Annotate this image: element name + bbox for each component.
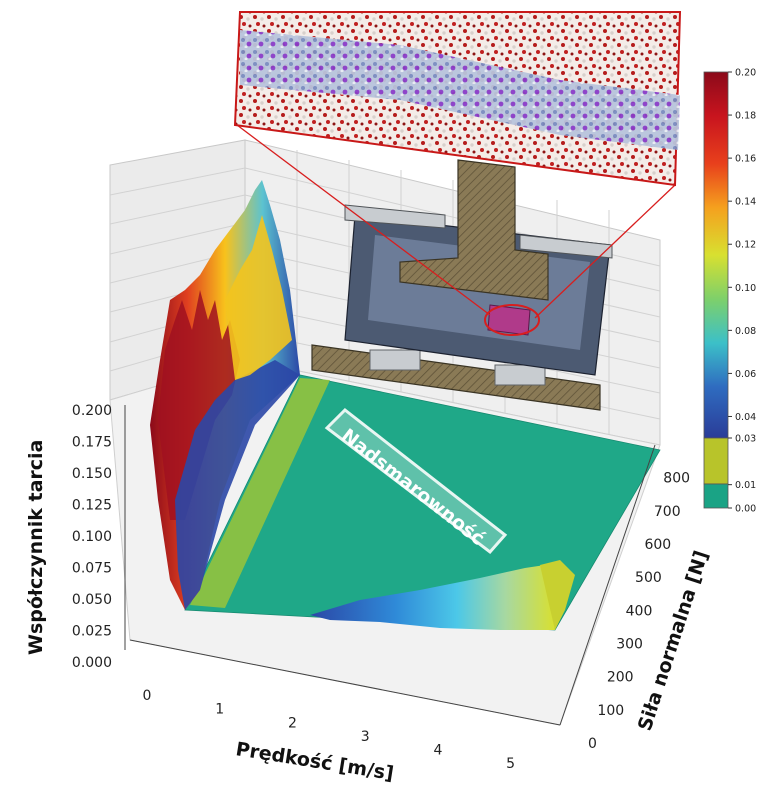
z-axis-title: Współczynnik tarcia — [25, 440, 47, 655]
colorbar: 0.20 0.18 0.16 0.14 0.12 0.10 0.08 0.06 0.04 0.03… — [703, 68, 756, 515]
colorbar-gradient — [703, 71, 729, 439]
tribometer-inset — [236, 124, 676, 411]
x-axis-title: Prędkość [m/s] — [234, 738, 395, 785]
colorbar-tick-label: 0.06 — [735, 369, 756, 380]
y-tick-label: 800 — [663, 471, 690, 487]
lubricant-layer — [240, 30, 680, 150]
y-tick-label: 100 — [597, 703, 624, 719]
z-tick-label: 0.000 — [72, 655, 112, 671]
y-tick-label: 700 — [654, 504, 681, 520]
colorbar-tick-label: 0.01 — [735, 480, 756, 491]
x-tick-label: 5 — [506, 756, 515, 772]
colorbar-tick-label: 0.18 — [735, 111, 756, 122]
colorbar-tick-label: 0.16 — [735, 154, 756, 165]
x-tick-label: 3 — [361, 729, 370, 745]
molecular-simulation-inset — [233, 11, 682, 187]
shaft — [399, 159, 549, 301]
annotation-frame — [324, 408, 508, 555]
y-tick-label: 500 — [635, 570, 662, 586]
colorbar-tick-label: 0.10 — [735, 283, 756, 294]
support-foot-right — [494, 364, 546, 386]
z-tick-label: 0.150 — [72, 466, 112, 482]
x-tick-label: 4 — [433, 743, 442, 759]
colorbar-band-low — [703, 483, 729, 509]
colorbar-tick-label: 0.03 — [735, 434, 756, 445]
y-tick-label: 400 — [626, 603, 653, 619]
housing-flange — [344, 204, 446, 229]
y-tick-label: 200 — [607, 670, 634, 686]
high-speed-ridge — [310, 565, 555, 630]
z-tick-label: 0.075 — [72, 561, 112, 577]
colorbar-tick-label: 0.04 — [735, 412, 756, 423]
z-tick-label: 0.025 — [72, 624, 112, 640]
support-foot-left — [369, 349, 421, 371]
y-tick-label: 300 — [616, 636, 643, 652]
high-speed-ridge-edge — [540, 560, 575, 630]
y-axis-ticks: 0 100 200 300 400 500 600 700 800 — [588, 471, 690, 752]
zoom-line-left — [236, 124, 491, 316]
z-axis-ticks: 0.000 0.025 0.050 0.075 0.100 0.125 0.150 0.175… — [72, 403, 112, 671]
housing-flange-right — [519, 234, 613, 259]
z-tick-label: 0.175 — [72, 435, 112, 451]
low-speed-wall-mid — [225, 215, 292, 380]
x-tick-label: 1 — [215, 702, 224, 718]
y-tick-label: 600 — [644, 537, 671, 553]
y-tick-label: 0 — [588, 736, 597, 752]
colorbar-band-mid — [703, 437, 729, 485]
transition-band — [190, 378, 330, 608]
x-tick-label: 0 — [143, 688, 152, 704]
colorbar-tick-label: 0.00 — [735, 504, 756, 515]
z-tick-label: 0.200 — [72, 403, 112, 419]
colorbar-tick-label: 0.12 — [735, 240, 756, 251]
contact-zone — [487, 304, 531, 336]
low-speed-wall-peaks — [158, 290, 240, 520]
colorbar-tick-label: 0.08 — [735, 326, 756, 337]
contact-highlight — [484, 304, 540, 336]
low-speed-wall-front — [175, 360, 300, 610]
x-axis-ticks: 0 1 2 3 4 5 — [143, 688, 516, 772]
x-tick-label: 2 — [288, 715, 297, 731]
axis-lines — [124, 405, 656, 726]
colorbar-tick-label: 0.20 — [735, 68, 756, 79]
z-tick-label: 0.050 — [72, 592, 112, 608]
colorbar-tick-label: 0.14 — [735, 197, 756, 208]
z-tick-label: 0.125 — [72, 498, 112, 514]
z-tick-label: 0.100 — [72, 529, 112, 545]
zoom-line-right — [534, 184, 676, 319]
